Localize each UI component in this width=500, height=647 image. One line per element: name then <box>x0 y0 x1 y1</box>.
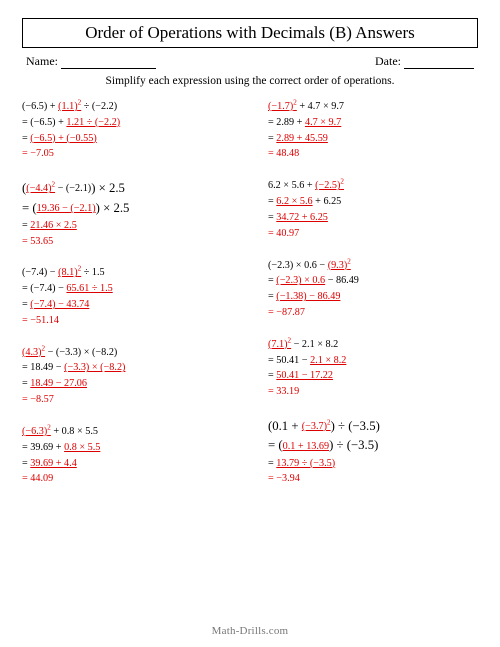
date-field: Date: <box>375 54 474 69</box>
date-blank[interactable] <box>404 58 474 69</box>
right-column: (−1.7)2 + 4.7 × 9.7 = 2.89 + 4.7 × 9.7 =… <box>268 99 478 487</box>
problem: (−6.5) + (1.1)2 ÷ (−2.2) = (−6.5) + 1.21… <box>22 99 232 162</box>
problem: (4.3)2 − (−3.3) × (−8.2) = 18.49 − (−3.3… <box>22 345 232 408</box>
columns: (−6.5) + (1.1)2 ÷ (−2.2) = (−6.5) + 1.21… <box>22 99 478 487</box>
left-column: (−6.5) + (1.1)2 ÷ (−2.2) = (−6.5) + 1.21… <box>22 99 232 487</box>
name-field: Name: <box>26 54 156 69</box>
problem: (−1.7)2 + 4.7 × 9.7 = 2.89 + 4.7 × 9.7 =… <box>268 99 478 162</box>
problem: (0.1 + (−3.7)2) ÷ (−3.5) = (0.1 + 13.69)… <box>268 416 478 487</box>
problem: (−6.3)2 + 0.8 × 5.5 = 39.69 + 0.8 × 5.5 … <box>22 424 232 487</box>
name-blank[interactable] <box>61 58 156 69</box>
problem: (−2.3) × 0.6 − (9.3)2 = (−2.3) × 0.6 − 8… <box>268 258 478 321</box>
footer: Math-Drills.com <box>0 625 500 637</box>
problem: ((−4.4)2 − (−2.1)) × 2.5 = (19.36 − (−2.… <box>22 178 232 249</box>
instruction: Simplify each expression using the corre… <box>22 75 478 87</box>
problem: (7.1)2 − 2.1 × 8.2 = 50.41 − 2.1 × 8.2 =… <box>268 337 478 400</box>
problem: 6.2 × 5.6 + (−2.5)2 = 6.2 × 5.6 + 6.25 =… <box>268 178 478 241</box>
problem: (−7.4) − (8.1)2 ÷ 1.5 = (−7.4) − 65.61 ÷… <box>22 265 232 328</box>
page-title: Order of Operations with Decimals (B) An… <box>23 23 477 43</box>
header-row: Name: Date: <box>26 54 474 69</box>
title-box: Order of Operations with Decimals (B) An… <box>22 18 478 48</box>
